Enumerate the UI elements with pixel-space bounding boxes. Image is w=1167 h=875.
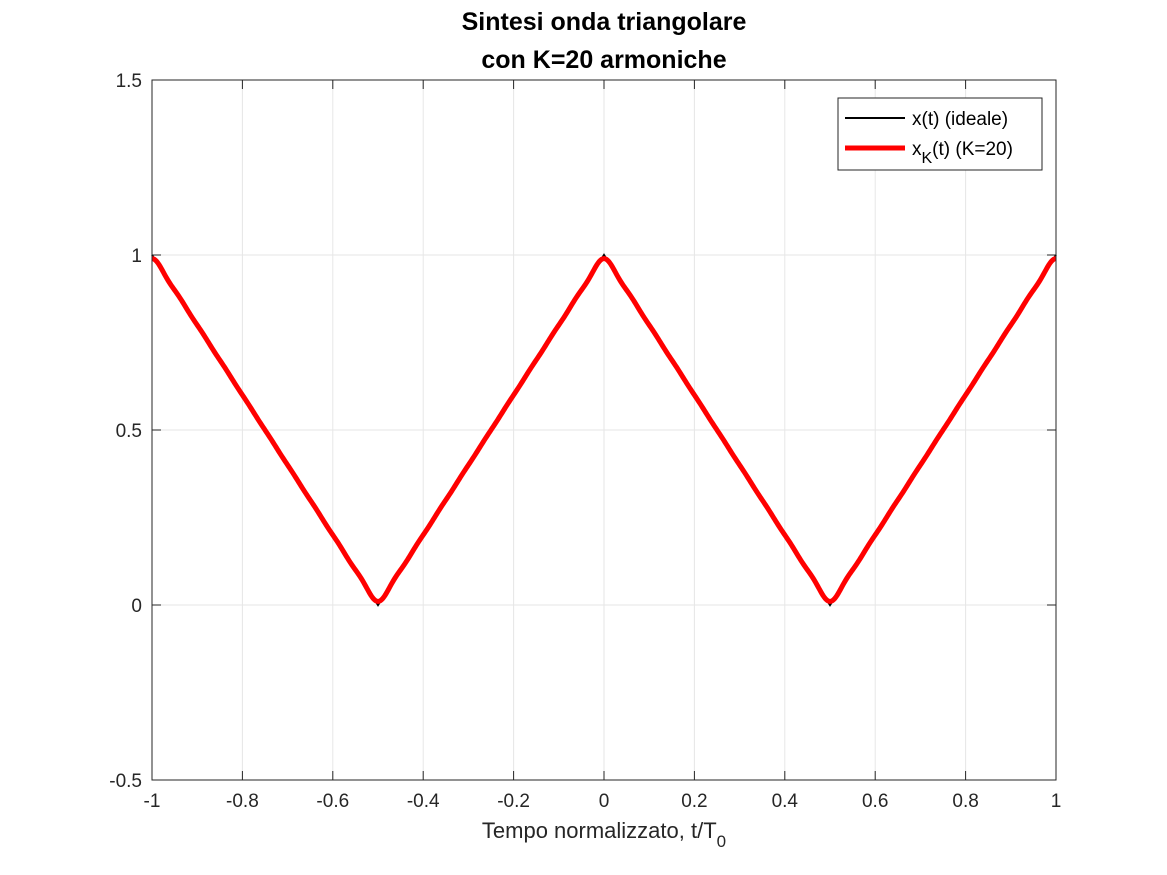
legend: x(t) (ideale) xK(t) (K=20) bbox=[837, 97, 1043, 171]
legend-label-fourier-base: x bbox=[912, 139, 922, 160]
y-tick-label: 1 bbox=[131, 246, 142, 267]
x-tick-label: 0.4 bbox=[772, 791, 799, 812]
legend-box bbox=[837, 97, 1043, 171]
x-tick-label: -0.6 bbox=[316, 791, 349, 812]
x-tick-label: -1 bbox=[144, 791, 161, 812]
x-axis-label: Tempo normalizzato, t/T0 bbox=[482, 818, 726, 851]
axes-box bbox=[151, 79, 1057, 781]
x-tick-labels: -1 -0.8 -0.6 -0.4 -0.2 0 0.2 0.4 0.6 0.8 1 bbox=[144, 791, 1062, 812]
y-tick-labels: -0.5 0 0.5 1 1.5 bbox=[109, 71, 142, 792]
legend-label-fourier-sub: K bbox=[922, 150, 933, 167]
legend-label-ideal: x(t) (ideale) bbox=[912, 109, 1008, 130]
x-axis-label-main: Tempo normalizzato, t/T bbox=[482, 818, 717, 843]
x-axis-label-subscript: 0 bbox=[717, 832, 726, 851]
series-line-fourier bbox=[150, 256, 1058, 604]
y-tick-label: 0.5 bbox=[116, 421, 142, 442]
x-tick-label: 1 bbox=[1051, 791, 1062, 812]
x-tick-label: -0.8 bbox=[226, 791, 259, 812]
legend-label-fourier: xK(t) (K=20) bbox=[912, 139, 1013, 167]
x-tick-label: -0.2 bbox=[497, 791, 530, 812]
y-tick-label: -0.5 bbox=[109, 771, 142, 792]
chart-title-line2: con K=20 armoniche bbox=[481, 46, 726, 74]
x-tick-label: 0.8 bbox=[952, 791, 978, 812]
x-tick-label: 0 bbox=[599, 791, 610, 812]
y-tick-label: 0 bbox=[131, 596, 142, 617]
x-tick-label: 0.2 bbox=[681, 791, 707, 812]
x-tick-label: -0.4 bbox=[407, 791, 440, 812]
y-tick-label: 1.5 bbox=[116, 71, 142, 92]
legend-label-fourier-rest: (t) (K=20) bbox=[932, 139, 1013, 160]
data-series bbox=[150, 253, 1058, 607]
x-tick-label: 0.6 bbox=[862, 791, 888, 812]
chart-title-line1: Sintesi onda triangolare bbox=[462, 8, 747, 36]
